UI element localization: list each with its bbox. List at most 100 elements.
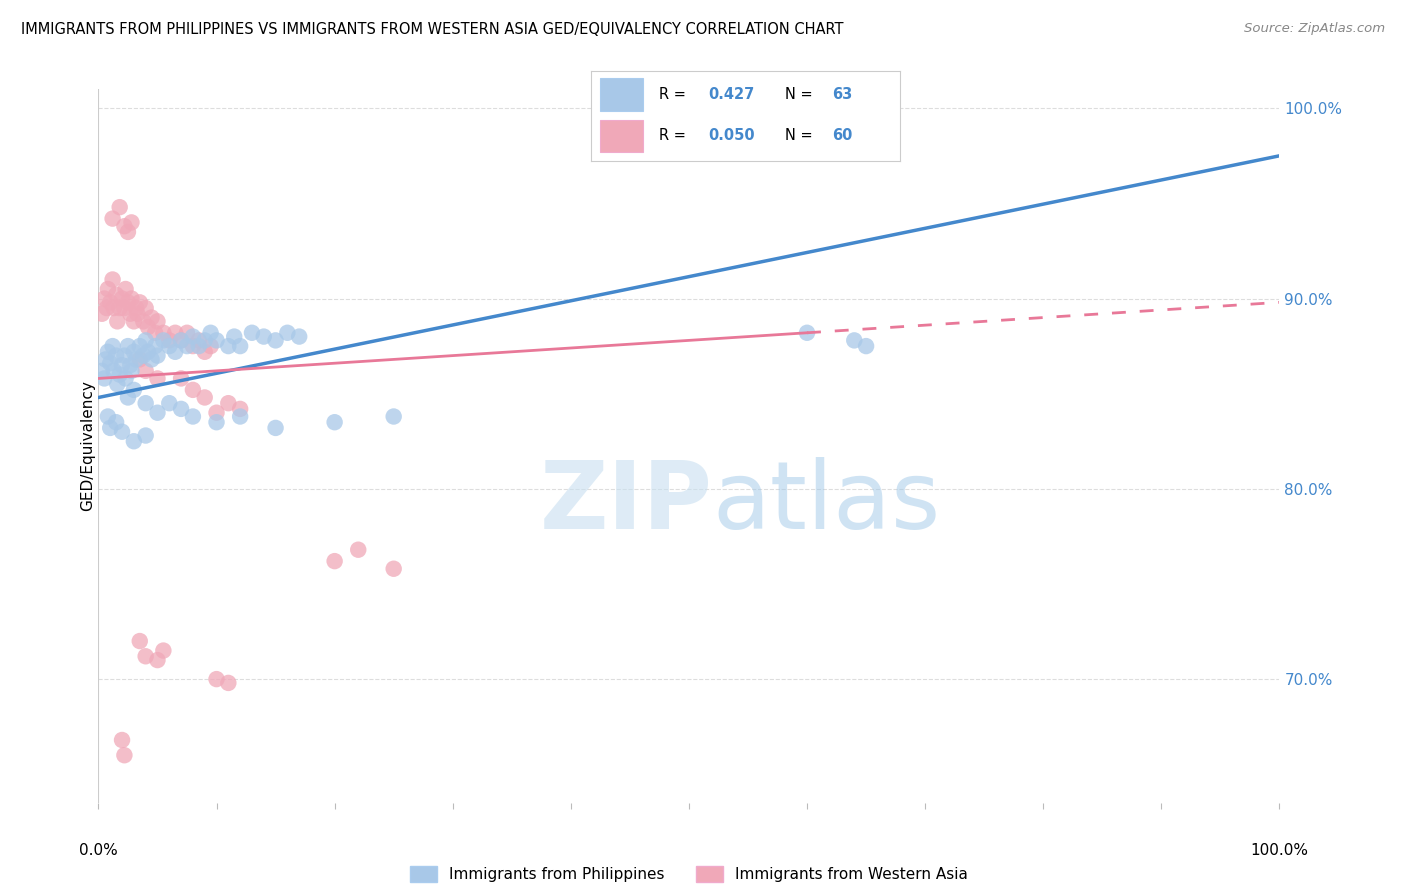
Point <box>844 334 866 348</box>
Text: N =: N = <box>786 128 818 143</box>
Point <box>264 421 287 435</box>
Legend: Immigrants from Philippines, Immigrants from Western Asia: Immigrants from Philippines, Immigrants … <box>404 860 974 888</box>
Point <box>98 295 121 310</box>
Point <box>101 272 124 286</box>
Point <box>105 314 128 328</box>
Point <box>122 434 145 449</box>
Point <box>111 292 134 306</box>
Point <box>217 339 239 353</box>
Point <box>91 364 114 378</box>
Point <box>135 364 157 378</box>
Point <box>194 344 217 359</box>
Point <box>157 339 180 353</box>
Point <box>101 339 124 353</box>
Point <box>157 334 180 348</box>
Point <box>108 368 131 382</box>
Text: 100.0%: 100.0% <box>1250 843 1309 858</box>
FancyBboxPatch shape <box>600 78 643 111</box>
Point <box>240 326 263 340</box>
Point <box>181 329 204 343</box>
Point <box>181 383 204 397</box>
Point <box>382 409 405 424</box>
Point <box>112 748 135 763</box>
Point <box>128 352 150 367</box>
Point <box>98 356 121 370</box>
Point <box>141 310 163 325</box>
Point <box>117 225 139 239</box>
Point <box>117 391 139 405</box>
Point <box>127 307 149 321</box>
Point <box>217 676 239 690</box>
Point <box>105 349 128 363</box>
Point <box>117 339 139 353</box>
Point <box>135 334 157 348</box>
Point <box>125 301 148 315</box>
Point <box>165 344 187 359</box>
Point <box>135 396 157 410</box>
Point <box>108 200 131 214</box>
Point <box>146 314 169 328</box>
Point <box>205 406 228 420</box>
Point <box>170 401 193 416</box>
Point <box>105 415 128 429</box>
Point <box>132 314 155 328</box>
Point <box>187 334 209 348</box>
Point <box>136 320 159 334</box>
Point <box>98 421 121 435</box>
Point <box>157 396 180 410</box>
Point <box>170 371 193 385</box>
Point <box>94 352 117 367</box>
Text: R =: R = <box>658 87 690 102</box>
Point <box>121 292 143 306</box>
Point <box>103 364 125 378</box>
FancyBboxPatch shape <box>600 120 643 152</box>
Point <box>146 371 169 385</box>
Point <box>146 406 169 420</box>
Point <box>143 339 166 353</box>
Point <box>108 301 131 315</box>
Point <box>194 391 217 405</box>
Point <box>276 326 298 340</box>
Text: IMMIGRANTS FROM PHILIPPINES VS IMMIGRANTS FROM WESTERN ASIA GED/EQUIVALENCY CORR: IMMIGRANTS FROM PHILIPPINES VS IMMIGRANT… <box>21 22 844 37</box>
Point <box>120 307 142 321</box>
Point <box>194 334 217 348</box>
Point <box>121 364 143 378</box>
Point <box>97 344 120 359</box>
Point <box>200 339 222 353</box>
Point <box>229 401 252 416</box>
Point <box>96 301 118 315</box>
Point <box>181 339 204 353</box>
Y-axis label: GED/Equivalency: GED/Equivalency <box>80 381 94 511</box>
Point <box>111 358 134 372</box>
Point <box>122 314 145 328</box>
Point <box>288 329 311 343</box>
Point <box>224 329 246 343</box>
Text: 0.050: 0.050 <box>709 128 755 143</box>
Text: Source: ZipAtlas.com: Source: ZipAtlas.com <box>1244 22 1385 36</box>
Point <box>105 287 128 301</box>
Point <box>128 339 150 353</box>
Point <box>181 409 204 424</box>
Point <box>114 282 136 296</box>
Point <box>136 344 159 359</box>
Point <box>91 307 114 321</box>
Point <box>253 329 276 343</box>
Point <box>122 383 145 397</box>
Point <box>205 334 228 348</box>
Text: 63: 63 <box>832 87 852 102</box>
Point <box>205 672 228 686</box>
Text: 0.427: 0.427 <box>709 87 754 102</box>
Point <box>229 409 252 424</box>
Point <box>112 219 135 234</box>
Point <box>122 344 145 359</box>
Point <box>152 643 174 657</box>
Point <box>187 339 209 353</box>
Point <box>93 292 115 306</box>
Point <box>323 554 346 568</box>
Point <box>93 371 115 385</box>
Text: atlas: atlas <box>713 457 941 549</box>
Point <box>152 334 174 348</box>
Point <box>143 326 166 340</box>
Point <box>170 334 193 348</box>
Point <box>347 542 370 557</box>
